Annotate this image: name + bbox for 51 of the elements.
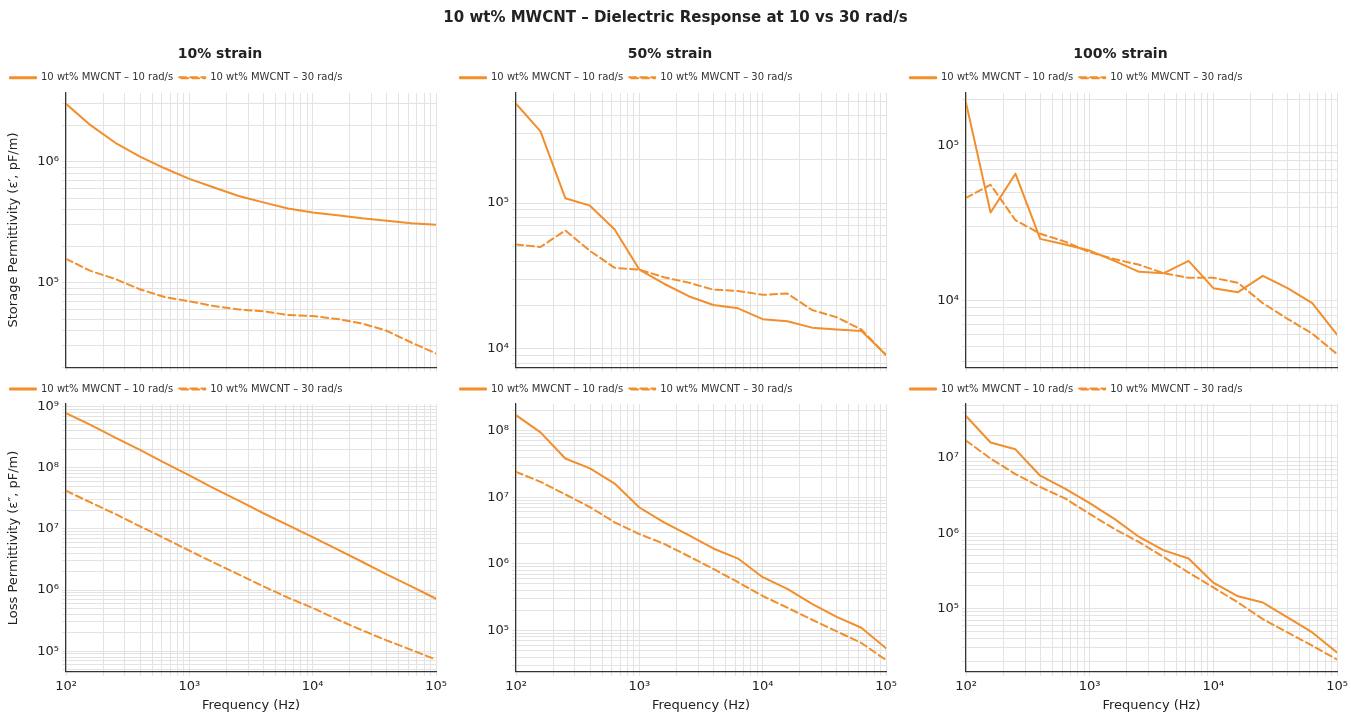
legend-label: 10 wt% MWCNT – 30 rad/s	[210, 382, 343, 394]
legend-label: 10 wt% MWCNT – 30 rad/s	[660, 382, 793, 394]
legend-label: 10 wt% MWCNT – 30 rad/s	[1110, 71, 1243, 83]
y-tick-label: 10⁵	[937, 137, 959, 153]
legend-label: 10 wt% MWCNT – 10 rad/s	[941, 71, 1074, 83]
y-tick-label: 10⁵	[37, 273, 59, 289]
x-tick-label: 10⁴	[1202, 677, 1225, 693]
legend-label: 10 wt% MWCNT – 30 rad/s	[210, 71, 343, 83]
legend-label: 10 wt% MWCNT – 10 rad/s	[41, 71, 174, 83]
legend-label: 10 wt% MWCNT – 30 rad/s	[1110, 382, 1243, 394]
x-axis-title: Frequency (Hz)	[201, 696, 301, 712]
y-tick-label: 10⁶	[37, 581, 59, 597]
x-tick-label: 10⁴	[751, 677, 774, 693]
y-tick-label: 10⁴	[487, 340, 509, 356]
y-tick-label: 10⁵	[37, 642, 59, 658]
y-tick-label: 10⁵	[937, 599, 959, 615]
x-tick-label: 10⁵	[425, 677, 447, 693]
x-tick-label: 10⁵	[875, 677, 897, 693]
y-tick-label: 10⁷	[937, 449, 959, 465]
y-tick-label: 10⁸	[37, 459, 59, 475]
y-tick-label: 10⁶	[937, 524, 959, 540]
y-tick-label: 10⁷	[37, 520, 59, 536]
legend-label: 10 wt% MWCNT – 10 rad/s	[941, 382, 1074, 394]
x-tick-label: 10⁴	[301, 677, 324, 693]
y-tick-label: 10⁷	[487, 488, 509, 504]
chart-title: 100% strain	[1073, 45, 1168, 62]
x-tick-label: 10⁵	[1326, 677, 1348, 693]
y-tick-label: 10⁴	[937, 291, 959, 307]
y-tick-label: 10⁵	[487, 194, 509, 210]
x-axis-title: Frequency (Hz)	[1102, 696, 1201, 712]
y-tick-label: 10⁹	[37, 397, 59, 413]
x-tick-label: 10³	[178, 677, 201, 693]
y-tick-label: 10⁸	[487, 421, 509, 437]
y-axis-title: Loss Permittivity (ε″, pF/m)	[5, 450, 21, 626]
x-axis-title: Frequency (Hz)	[651, 696, 751, 712]
x-tick-label: 10³	[1078, 677, 1101, 693]
y-tick-label: 10⁵	[487, 621, 509, 637]
x-tick-label: 10²	[55, 677, 77, 693]
x-tick-label: 10³	[628, 677, 651, 693]
x-tick-label: 10²	[955, 677, 977, 693]
text: 10 wt% MWCNT – Dielectric Response at 10 vs 30 rad/s	[442, 8, 909, 26]
y-tick-label: 10⁶	[37, 152, 59, 168]
legend-label: 10 wt% MWCNT – 10 rad/s	[491, 382, 624, 394]
legend-label: 10 wt% MWCNT – 10 rad/s	[41, 382, 174, 394]
chart-title: 50% strain	[627, 45, 713, 62]
chart-title: 10% strain	[177, 45, 263, 62]
y-axis-title: Storage Permittivity (ε′, pF/m)	[5, 132, 21, 328]
legend-label: 10 wt% MWCNT – 10 rad/s	[491, 71, 624, 83]
x-tick-label: 10²	[505, 677, 527, 693]
y-tick-label: 10⁶	[487, 555, 509, 571]
legend-label: 10 wt% MWCNT – 30 rad/s	[660, 71, 793, 83]
